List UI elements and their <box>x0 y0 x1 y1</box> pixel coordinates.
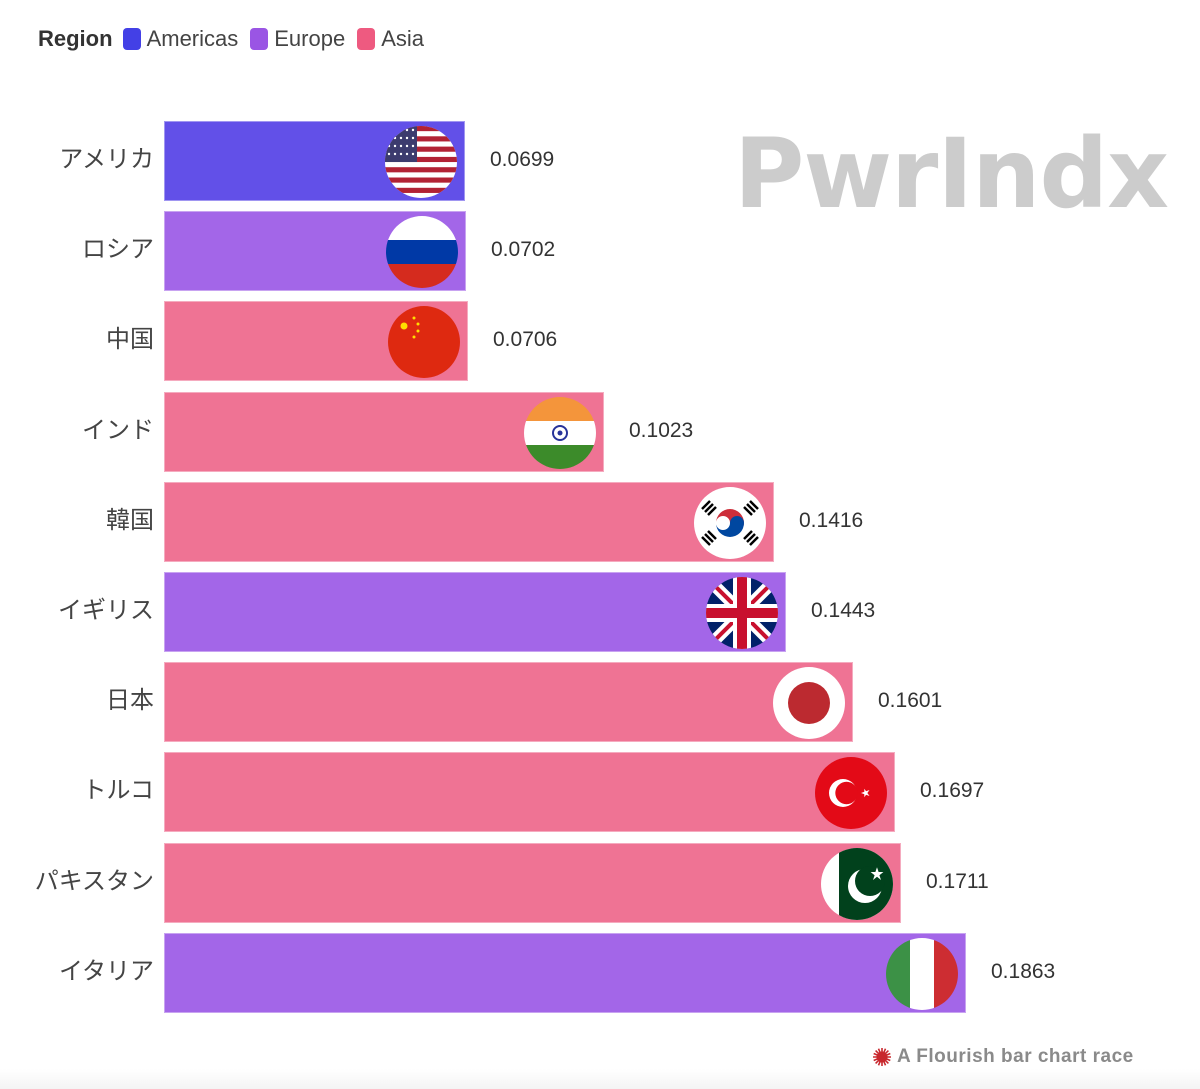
russia-flag-icon <box>386 216 458 289</box>
bar[interactable] <box>164 842 901 923</box>
bar-row: インド 0.1023 <box>0 391 1200 472</box>
bar-value: 0.1697 <box>920 779 985 803</box>
bar[interactable] <box>164 752 895 833</box>
legend-label: Europe <box>274 26 346 51</box>
bar-row: 日本 0.1601 <box>0 662 1200 743</box>
bar[interactable] <box>164 662 853 743</box>
india-flag-icon <box>524 396 596 469</box>
bar-label: アメリカ <box>59 145 154 173</box>
bar-value: 0.1711 <box>926 869 989 893</box>
bar-row: トルコ 0.1697 <box>0 752 1200 833</box>
japan-flag-icon <box>773 667 845 740</box>
bar-label: イギリス <box>58 596 154 624</box>
bar-value: 0.1443 <box>811 599 876 622</box>
legend: Region Americas Europe Asia <box>38 26 436 52</box>
bar-label: 中国 <box>106 325 154 354</box>
legend-item-americas[interactable]: Americas <box>122 26 239 52</box>
bar-label: イタリア <box>58 956 154 985</box>
us-flag-icon <box>385 126 457 198</box>
flourish-logo-icon <box>873 1048 891 1066</box>
bar-value: 0.0699 <box>490 148 555 171</box>
bar-label: パキスタン <box>34 866 154 895</box>
legend-swatch <box>357 28 376 50</box>
bar-row: 中国 0.0706 <box>0 301 1200 382</box>
bottom-fade <box>0 1069 1200 1089</box>
legend-item-asia[interactable]: Asia <box>357 26 424 52</box>
china-flag-icon <box>388 306 460 379</box>
bar-value: 0.0702 <box>491 238 556 262</box>
bar-label: 日本 <box>106 686 154 715</box>
bar-row: イタリア 0.1863 <box>0 932 1200 1013</box>
legend-item-europe[interactable]: Europe <box>250 26 345 52</box>
legend-title: Region <box>38 26 113 51</box>
bar-value: 0.1023 <box>629 418 694 442</box>
bar[interactable] <box>164 572 786 652</box>
bar-row: イギリス 0.1443 <box>0 572 1200 652</box>
legend-swatch <box>122 28 141 50</box>
bar-value: 0.1601 <box>878 689 943 713</box>
bar-label: ロシア <box>82 235 154 264</box>
uk-flag-icon <box>706 577 778 649</box>
legend-swatch <box>250 28 269 50</box>
bar-row: パキスタン 0.1711 <box>0 842 1200 923</box>
legend-label: Asia <box>381 26 424 51</box>
legend-label: Americas <box>146 26 239 51</box>
pakistan-flag-icon <box>821 847 893 920</box>
italy-flag-icon <box>886 937 958 1010</box>
bar-value: 0.1416 <box>799 508 864 532</box>
flourish-credit-text: A Flourish bar chart race <box>897 1046 1134 1067</box>
bar[interactable] <box>164 932 966 1013</box>
bar-row: 韓国 0.1416 <box>0 481 1200 562</box>
bar-row: ロシア 0.0702 <box>0 211 1200 292</box>
flourish-credit[interactable]: A Flourish bar chart race <box>872 1046 1134 1068</box>
bar[interactable] <box>164 481 774 562</box>
bar-row: アメリカ 0.0699 <box>0 121 1200 201</box>
korea-flag-icon <box>694 486 766 559</box>
bar-value: 0.0706 <box>493 328 558 352</box>
bar-label: 韓国 <box>106 505 154 534</box>
turkey-flag-icon <box>815 757 887 830</box>
bar-label: インド <box>82 415 154 444</box>
bar-value: 0.1863 <box>991 959 1056 983</box>
chart-watermark-title: PwrIndx <box>734 118 1169 230</box>
bar-label: トルコ <box>82 776 154 805</box>
